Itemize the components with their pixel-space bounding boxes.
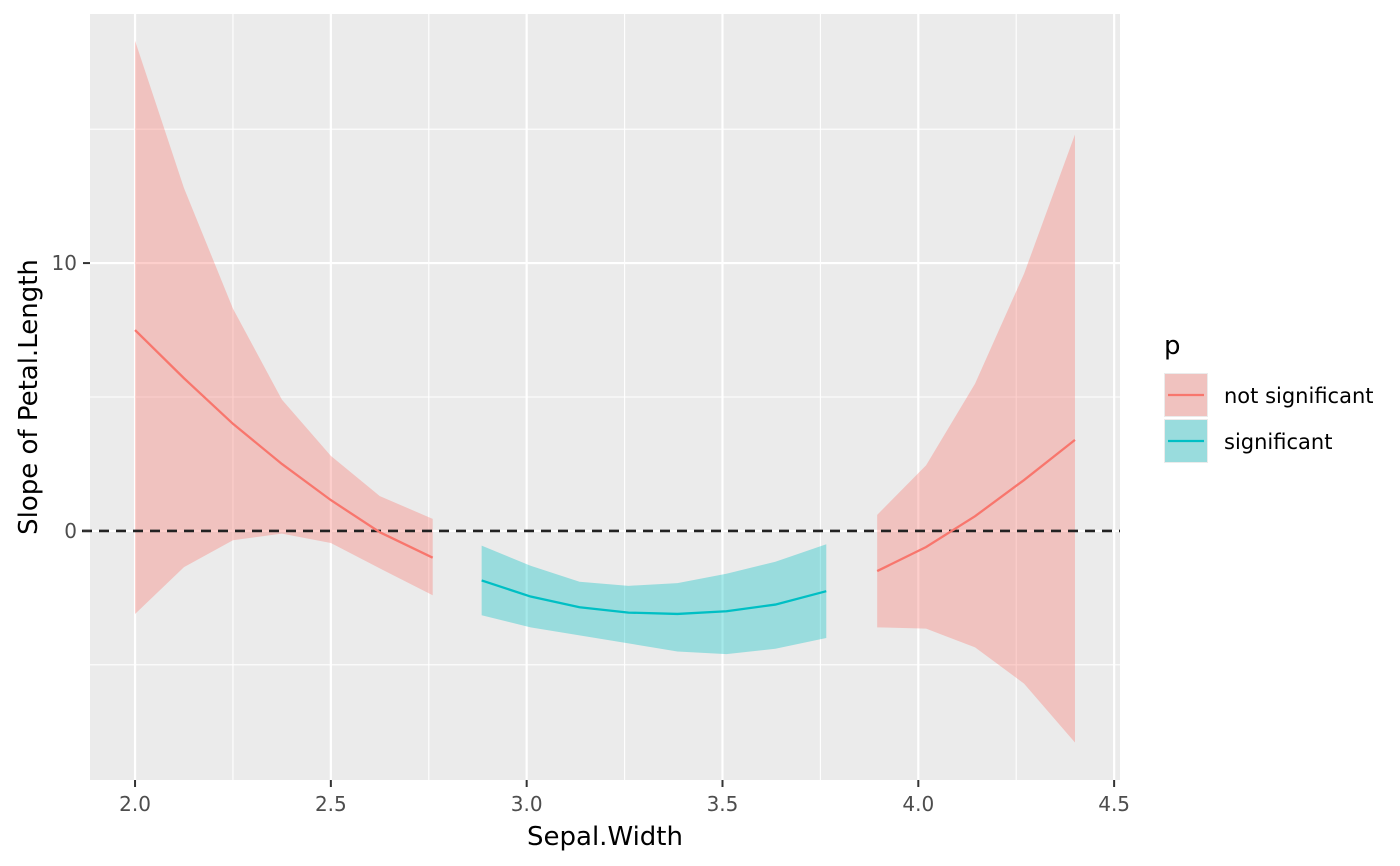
x-tick-label: 2.5 <box>315 792 347 816</box>
y-axis: 0 10 <box>52 251 90 543</box>
legend: p not significant significant <box>1164 331 1374 463</box>
x-tick-label: 3.0 <box>511 792 543 816</box>
legend-title: p <box>1164 331 1181 361</box>
legend-label: not significant <box>1224 384 1374 408</box>
x-tick-label: 4.0 <box>902 792 934 816</box>
ribbon-segment-2 <box>481 544 827 655</box>
y-tick-label: 0 <box>64 519 77 543</box>
line-segment-1 <box>134 329 434 559</box>
major-gridlines <box>90 14 1120 780</box>
y-axis-title: Slope of Petal.Length <box>14 259 44 535</box>
x-axis: 2.0 2.5 3.0 3.5 4.0 4.5 <box>119 780 1130 816</box>
legend-label: significant <box>1224 430 1332 454</box>
x-tick-label: 2.0 <box>119 792 151 816</box>
line-segment-2 <box>481 579 827 616</box>
y-tick-label: 10 <box>52 251 77 275</box>
ribbon-segment-1 <box>135 40 433 614</box>
confidence-ribbons <box>135 40 1075 743</box>
x-axis-title: Sepal.Width <box>527 822 683 852</box>
x-tick-label: 4.5 <box>1098 792 1130 816</box>
ribbon-segment-3 <box>877 134 1075 743</box>
x-tick-label: 3.5 <box>707 792 739 816</box>
line-segment-3 <box>876 438 1076 573</box>
minor-gridlines <box>90 14 1120 780</box>
slope-lines <box>134 329 1076 616</box>
